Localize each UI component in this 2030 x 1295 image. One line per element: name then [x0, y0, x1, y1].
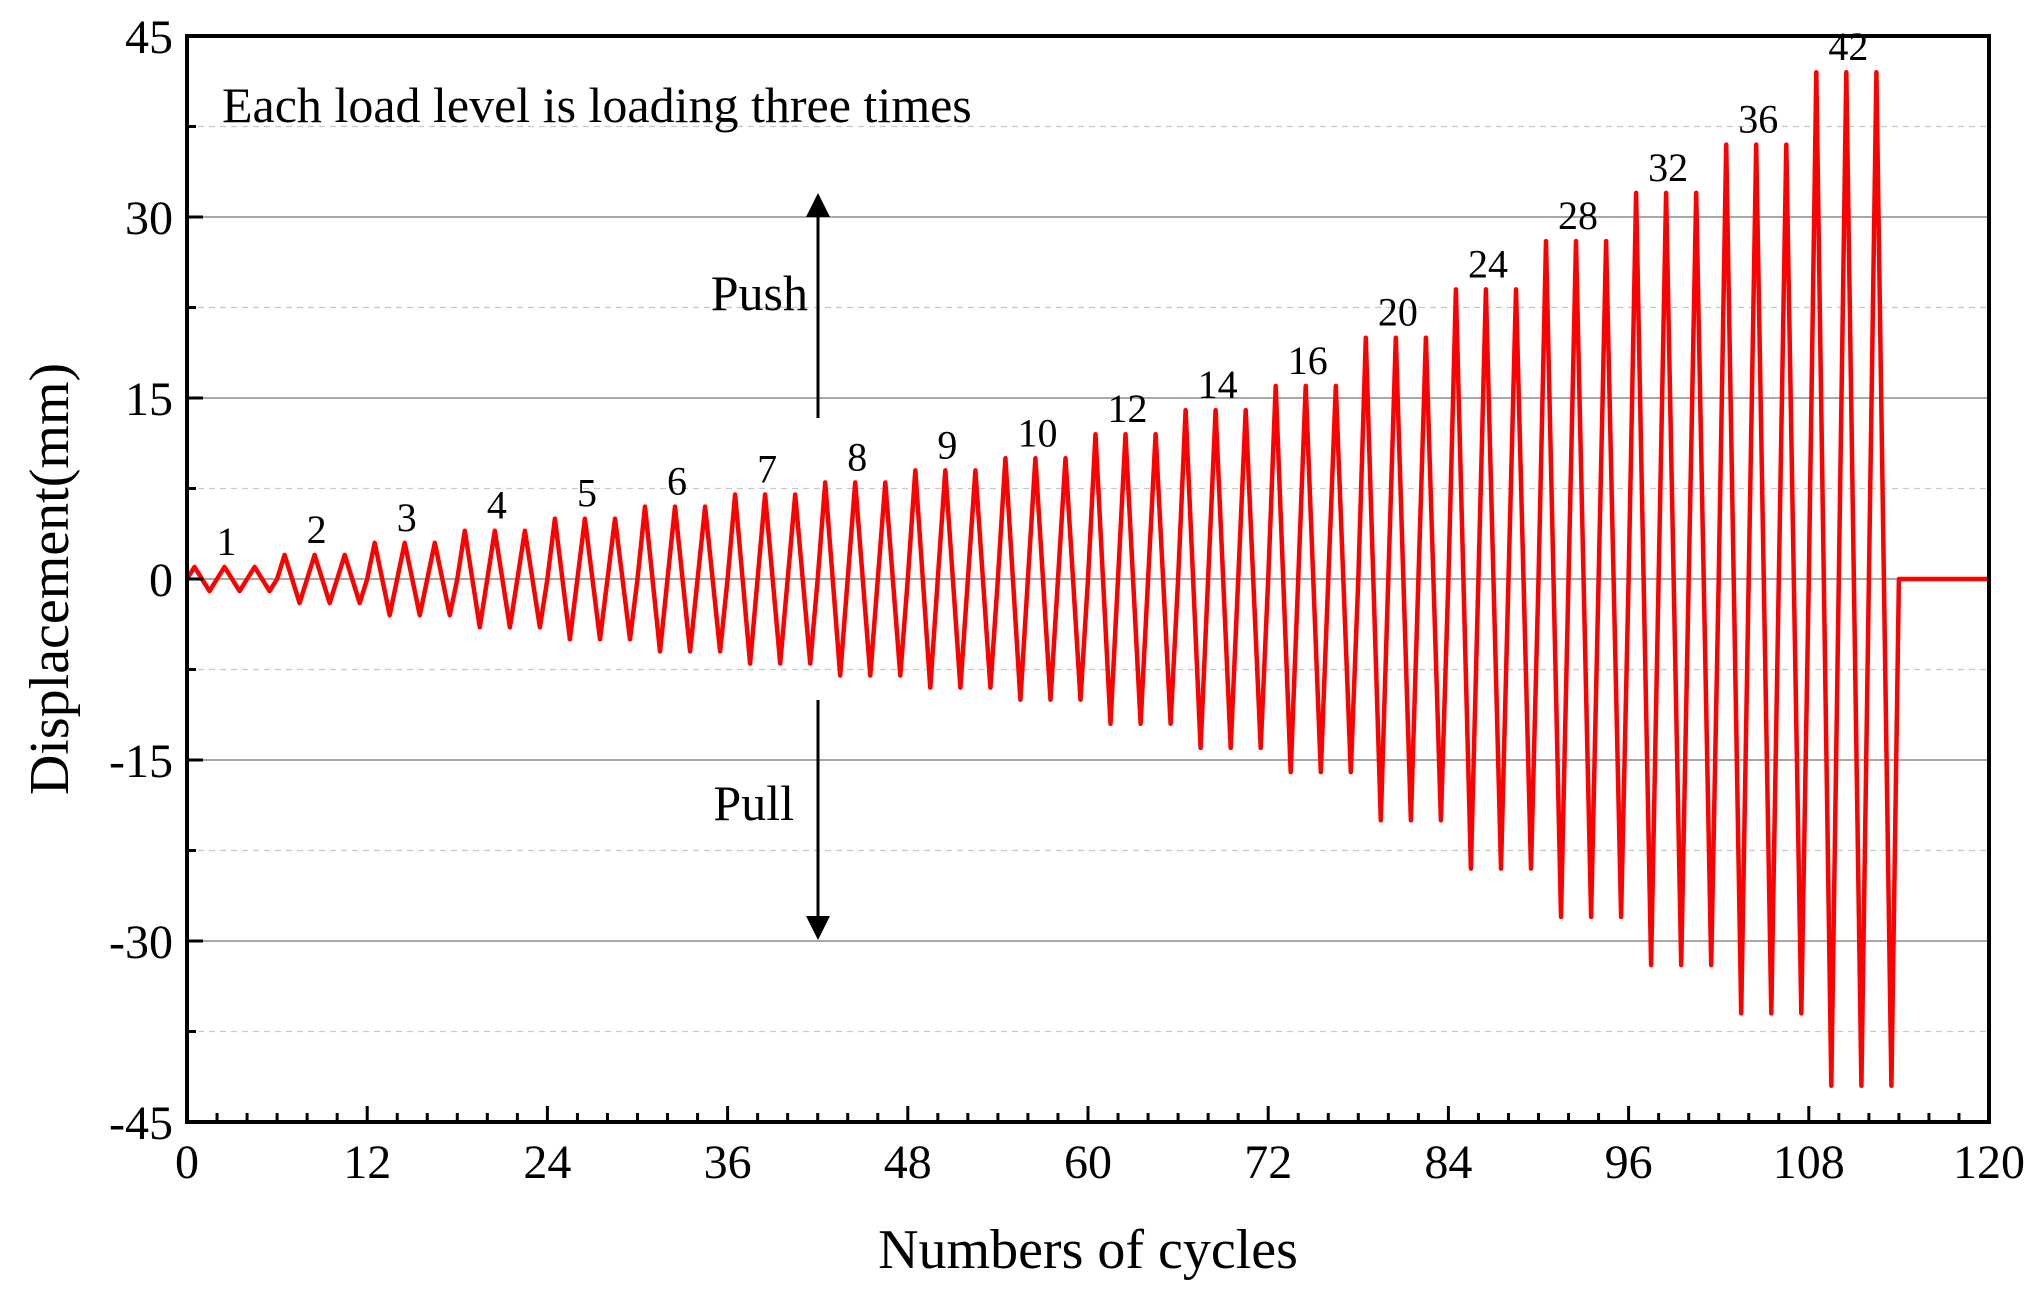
- series-line-displacement: [185, 69, 1989, 1089]
- level-label: 4: [487, 483, 507, 528]
- level-label: 36: [1738, 97, 1778, 142]
- level-label: 8: [847, 434, 867, 479]
- level-label: 12: [1108, 386, 1148, 431]
- level-label: 9: [937, 422, 957, 467]
- x-tick-label: 72: [1244, 1136, 1292, 1189]
- x-axis-title: Numbers of cycles: [878, 1219, 1298, 1281]
- y-tick-label: -45: [109, 1097, 173, 1150]
- x-tick-label: 24: [523, 1136, 571, 1189]
- annotation-main: Each load level is loading three times: [222, 77, 972, 133]
- y-axis-title: Displacement(mm): [19, 363, 81, 795]
- level-label: 42: [1828, 24, 1868, 69]
- x-tick-label: 108: [1773, 1136, 1845, 1189]
- level-label: 1: [217, 519, 237, 564]
- x-tick-label: 36: [704, 1136, 752, 1189]
- y-tick-label: 30: [125, 192, 173, 245]
- level-label: 2: [307, 507, 327, 552]
- level-label: 24: [1468, 241, 1508, 286]
- level-label: 32: [1648, 145, 1688, 190]
- push-label: Push: [711, 265, 808, 321]
- x-tick-label: 120: [1953, 1136, 2025, 1189]
- x-tick-label: 0: [175, 1136, 199, 1189]
- y-tick-label: 15: [125, 373, 173, 426]
- level-label: 28: [1558, 193, 1598, 238]
- pull-label: Pull: [713, 775, 794, 831]
- x-tick-label: 84: [1424, 1136, 1472, 1189]
- level-label: 10: [1017, 410, 1057, 455]
- level-label: 14: [1198, 362, 1238, 407]
- y-tick-label: -30: [109, 916, 173, 969]
- level-label: 5: [577, 471, 597, 516]
- y-tick-label: 45: [125, 11, 173, 64]
- x-tick-label: 96: [1605, 1136, 1653, 1189]
- level-label: 3: [397, 495, 417, 540]
- x-tick-label: 48: [884, 1136, 932, 1189]
- x-tick-label: 12: [343, 1136, 391, 1189]
- y-tick-label: 0: [149, 554, 173, 607]
- level-label: 16: [1288, 338, 1328, 383]
- level-label: 6: [667, 459, 687, 504]
- x-tick-label: 60: [1064, 1136, 1112, 1189]
- y-tick-label: -15: [109, 735, 173, 788]
- series-layer: [185, 69, 1989, 1089]
- level-label: 20: [1378, 290, 1418, 335]
- level-label: 7: [757, 447, 777, 492]
